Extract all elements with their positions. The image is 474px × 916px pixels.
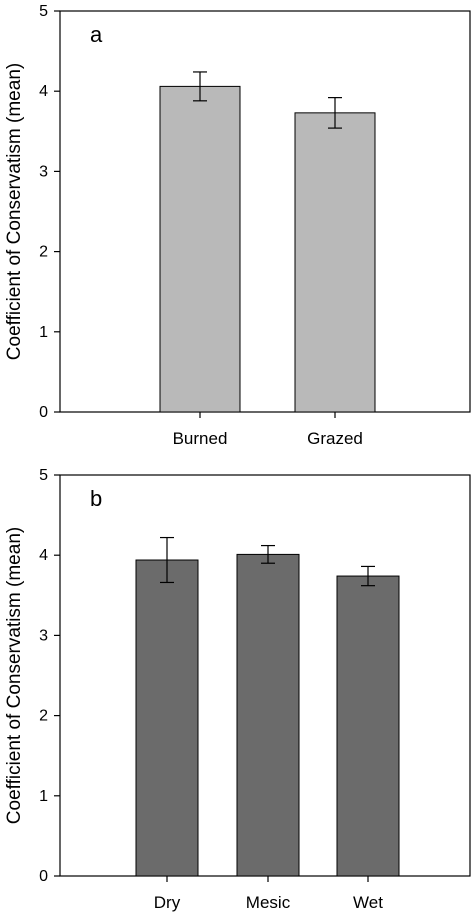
panel-letter: a (90, 22, 103, 47)
panel-b: b Coefficient of Conservatism (mean) 0 1 2… (4, 467, 471, 912)
bar-mesic (236, 553, 300, 877)
panel-a: a Coefficient of Conservatism (mean) 0 1 2… (4, 3, 471, 448)
x-tick-label: Grazed (307, 429, 363, 448)
bar-grazed (294, 112, 376, 413)
y-tick-label: 4 (39, 83, 48, 100)
x-axis-labels: Dry Mesic Wet (154, 876, 383, 912)
bar-burned (159, 85, 241, 413)
y-tick-label: 0 (39, 868, 48, 885)
y-tick-label: 3 (39, 163, 48, 180)
bar-wet (336, 575, 400, 877)
y-tick-label: 1 (39, 788, 48, 805)
panel-letter: b (90, 486, 102, 511)
y-tick-label: 0 (39, 404, 48, 421)
x-tick-label: Wet (353, 893, 383, 912)
y-axis-ticks: 0 1 2 3 4 5 (39, 3, 60, 421)
y-tick-label: 1 (39, 324, 48, 341)
x-tick-label: Burned (173, 429, 228, 448)
bar-dry (135, 559, 199, 877)
y-tick-label: 2 (39, 244, 48, 261)
y-tick-label: 4 (39, 547, 48, 564)
x-tick-label: Mesic (246, 893, 291, 912)
y-axis-title: Coefficient of Conservatism (mean) (4, 527, 25, 824)
y-axis-title: Coefficient of Conservatism (mean) (4, 63, 25, 360)
bars (135, 536, 400, 877)
y-tick-label: 2 (39, 708, 48, 725)
y-tick-label: 5 (39, 467, 48, 484)
y-tick-label: 5 (39, 3, 48, 20)
y-tick-label: 3 (39, 627, 48, 644)
plot-frame (59, 10, 471, 413)
x-axis-labels: Burned Grazed (173, 412, 363, 448)
y-axis-ticks: 0 1 2 3 4 5 (39, 467, 60, 885)
bars (159, 71, 376, 413)
x-tick-label: Dry (154, 893, 181, 912)
